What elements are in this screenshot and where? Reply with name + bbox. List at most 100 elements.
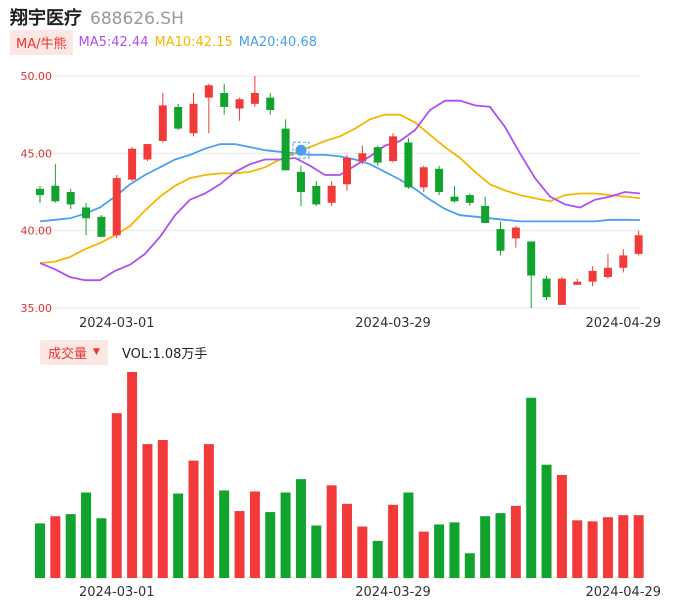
candle xyxy=(450,185,459,203)
candle xyxy=(327,181,336,206)
volume-legend: 成交量 ▼ VOL:1.08万手 xyxy=(40,339,207,365)
candle-body xyxy=(204,85,213,98)
candle xyxy=(588,266,597,287)
candle-body xyxy=(66,192,75,205)
volume-bar xyxy=(388,504,399,578)
candle-body xyxy=(435,168,444,192)
volume-bar xyxy=(326,485,337,578)
candle xyxy=(128,147,137,182)
candle xyxy=(389,133,398,163)
candle-body xyxy=(481,205,490,223)
volume-bar xyxy=(81,492,92,578)
candle xyxy=(373,145,382,166)
volume-bar xyxy=(203,444,214,578)
candle xyxy=(419,165,428,192)
volume-bar xyxy=(342,503,352,578)
candle-body xyxy=(158,105,167,141)
candle-body xyxy=(588,270,597,282)
candle xyxy=(496,221,505,256)
candle xyxy=(465,193,474,206)
ma20-line xyxy=(39,143,641,223)
volume-bar xyxy=(295,479,306,578)
volume-bar xyxy=(142,444,153,578)
ma5-line xyxy=(39,99,641,282)
stock-name: 翔宇医疗 xyxy=(10,8,82,29)
candle xyxy=(358,145,367,165)
candle-body xyxy=(174,106,183,129)
price-axis: 50.00 45.00 40.00 35.00 xyxy=(21,70,53,315)
candle xyxy=(235,97,244,121)
volume-bar xyxy=(234,511,245,578)
volume-bar xyxy=(541,464,552,578)
candle-body xyxy=(112,178,121,236)
candle xyxy=(250,76,259,107)
volume-bar xyxy=(556,475,567,578)
candle xyxy=(634,230,643,256)
candle xyxy=(312,181,321,206)
volume-indicator-switch[interactable]: 成交量 ▼ xyxy=(40,339,108,365)
volume-bar xyxy=(449,522,460,578)
candle xyxy=(281,119,290,171)
candle-body xyxy=(573,281,582,285)
x-tick-label: 2024-04-29 xyxy=(586,316,662,331)
volume-bar xyxy=(403,492,414,578)
volume-bar xyxy=(219,490,230,578)
candle-body xyxy=(143,144,152,160)
ma10-label: MA10:42.15 xyxy=(154,34,233,50)
candle-body xyxy=(496,229,505,251)
candle xyxy=(481,196,490,223)
volume-bars xyxy=(35,372,644,578)
volume-bar xyxy=(96,518,107,578)
crosshair-marker xyxy=(292,141,310,159)
candle xyxy=(573,278,582,285)
candle-body xyxy=(511,227,520,239)
candle-body xyxy=(404,142,413,188)
stock-header: 翔宇医疗 688626.SH xyxy=(10,4,184,29)
volume-bar xyxy=(280,492,291,578)
ma20-label: MA20:40.68 xyxy=(238,34,317,50)
volume-bar xyxy=(127,372,138,578)
candle xyxy=(343,154,351,191)
volume-bar xyxy=(618,515,629,578)
volume-bar xyxy=(111,413,122,578)
candle xyxy=(542,275,551,301)
volume-bar xyxy=(510,505,521,578)
candle-body xyxy=(220,93,229,107)
candle xyxy=(296,165,305,206)
x-tick-label: 2024-03-29 xyxy=(355,585,431,600)
candle-body xyxy=(343,157,351,185)
volume-bar xyxy=(434,524,445,578)
x-tick-label: 2024-03-01 xyxy=(79,585,155,600)
marker-dot-icon xyxy=(295,144,307,156)
ma-indicator-switch[interactable]: MA/牛熊 xyxy=(10,29,73,55)
candle-body xyxy=(634,235,643,254)
candle-body xyxy=(527,241,536,276)
volume-bar xyxy=(372,540,383,578)
candle xyxy=(619,249,628,273)
y-tick-label: 35.00 xyxy=(21,302,53,315)
candle-body xyxy=(266,97,275,111)
candle xyxy=(189,93,198,137)
candle-body xyxy=(281,128,290,171)
volume-bar xyxy=(249,491,260,578)
volume-bar xyxy=(357,526,368,578)
candle-body xyxy=(542,278,551,298)
candle-body xyxy=(465,195,474,203)
candle-body xyxy=(250,93,259,104)
x-tick-label: 2024-03-29 xyxy=(355,316,431,331)
volume-bar xyxy=(526,397,537,578)
volume-bar xyxy=(188,460,199,578)
candle xyxy=(82,202,91,236)
ma5-label: MA5:42.44 xyxy=(78,34,149,50)
volume-bar xyxy=(495,513,506,578)
caret-down-icon: ▼ xyxy=(93,347,100,357)
volume-bar xyxy=(464,553,475,578)
candle-body xyxy=(128,148,137,180)
candle-body xyxy=(235,99,244,109)
volume-bar xyxy=(418,531,429,578)
y-tick-label: 40.00 xyxy=(21,225,53,238)
candle xyxy=(112,174,121,239)
volume-bar xyxy=(265,512,276,578)
candle-body xyxy=(51,185,60,202)
candle xyxy=(66,188,75,210)
